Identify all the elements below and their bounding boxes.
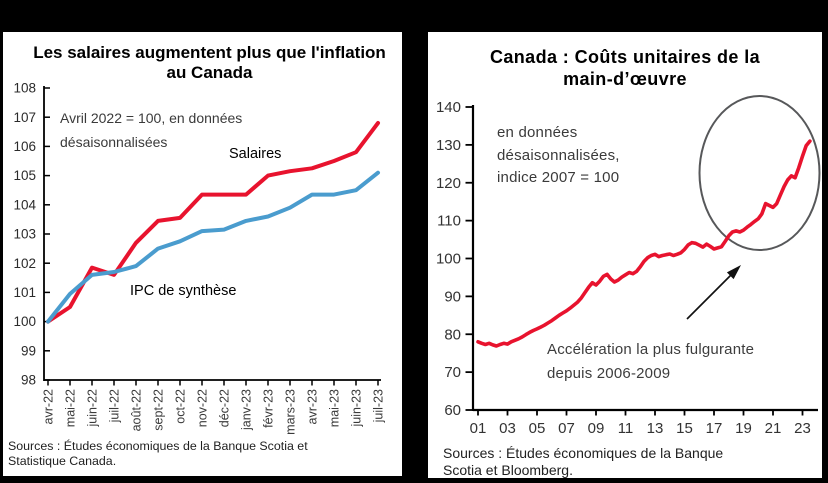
- left-x-tick-label: mai-23: [328, 389, 342, 427]
- left-x-tick-label: juil-23: [372, 389, 386, 423]
- left-y-tick-label: 105: [13, 168, 36, 183]
- left-chart-panel: 98 99 100 101 102 103 104 105 106 107 108 avr-22 mai…: [3, 32, 402, 476]
- left-x-tick-label: sept-22: [152, 389, 166, 431]
- highlight-ellipse: [698, 95, 821, 251]
- salaires-series-label: Salaires: [229, 146, 282, 162]
- left-x-tick-label: avr-23: [306, 389, 320, 424]
- right-chart-sources-line2: Scotia et Bloomberg.: [443, 461, 573, 478]
- right-chart-panel: 60 70 80 90 100 110 120 130 140 01 03 05 07 09 11 13 15 1…: [428, 32, 822, 478]
- left-chart-sources-line1: Sources : Études économiques de la Banqu…: [8, 439, 308, 453]
- right-chart-note: en données désaisonnalisées, indice 2007…: [497, 122, 620, 190]
- unit-labour-costs-line: [476, 139, 812, 348]
- left-y-tick-label: 98: [21, 373, 36, 388]
- left-x-tick-label: avr-22: [42, 389, 56, 424]
- left-x-tick-label: août-22: [130, 389, 144, 431]
- right-axes: 60 70 80 90 100 110 120 130 140 01 03 05 07 09 11 13 15 1…: [436, 99, 818, 437]
- left-chart-title-line2: au Canada: [166, 62, 253, 82]
- left-x-tick-label: mars-23: [284, 389, 298, 435]
- right-chart-title-line1: Canada : Coûts unitaires de la: [489, 47, 761, 67]
- right-x-tick-label: 07: [558, 420, 575, 437]
- right-x-tick-label: 15: [676, 420, 693, 437]
- right-x-tick-label: 09: [588, 420, 605, 437]
- left-x-tick-label: nov-22: [196, 389, 210, 427]
- right-x-tick-label: 03: [499, 420, 516, 437]
- right-x-tick-label: 23: [794, 420, 811, 437]
- left-x-tick-label: oct-22: [174, 389, 188, 424]
- left-y-tick-label: 104: [13, 197, 36, 212]
- right-x-tick-label: 17: [706, 420, 723, 437]
- salaires-line: [46, 121, 380, 324]
- acceleration-annotation-line1: Accélération la plus fulgurante: [547, 341, 755, 358]
- left-x-tick-label: janv-23: [240, 389, 254, 431]
- right-chart-plot: 60 70 80 90 100 110 120 130 140 01 03 05 07 09 11 13 15 1…: [436, 95, 821, 437]
- right-chart-note-line3: indice 2007 = 100: [497, 169, 620, 186]
- left-axes: 98 99 100 101 102 103 104 105 106 107 108 avr-22 mai…: [13, 81, 385, 435]
- right-y-tick-label: 80: [444, 326, 461, 343]
- right-y-tick-label: 120: [436, 175, 461, 192]
- left-x-tick-label: juin-22: [86, 389, 100, 428]
- left-chart-title: Les salaires augmentent plus que l'infla…: [3, 43, 402, 82]
- acceleration-arrow-head: [726, 265, 741, 280]
- left-y-tick-label: 99: [21, 343, 36, 358]
- right-y-tick-label: 90: [444, 288, 461, 305]
- right-y-tick-label: 60: [444, 402, 461, 419]
- acceleration-arrow: [686, 265, 741, 320]
- left-x-tick-label: juil-22: [108, 389, 122, 423]
- left-chart-sources: Sources : Études économiques de la Banqu…: [8, 439, 308, 469]
- left-chart-plot: 98 99 100 101 102 103 104 105 106 107 108 avr-22 mai…: [13, 81, 385, 435]
- right-chart-note-line2: désaisonnalisées,: [497, 146, 620, 164]
- right-y-tick-label: 70: [444, 364, 461, 381]
- left-y-tick-label: 100: [13, 314, 36, 329]
- acceleration-annotation-line2: depuis 2006-2009: [547, 364, 671, 382]
- right-y-tick-label: 140: [436, 99, 461, 116]
- left-y-tick-label: 102: [13, 256, 36, 271]
- right-chart-sources: Sources : Études économiques de la Banqu…: [443, 445, 723, 478]
- right-chart-title-line2: main-d’œuvre: [563, 69, 687, 89]
- left-y-tick-label: 103: [13, 227, 36, 242]
- ipc-series-label: IPC de synthèse: [130, 283, 237, 299]
- left-x-tick-label: mai-22: [64, 389, 78, 427]
- right-y-tick-label: 130: [436, 137, 461, 154]
- left-chart-note-line2: désaisonnalisées: [60, 134, 168, 150]
- left-chart-title-line1: Les salaires augmentent plus que l'infla…: [33, 43, 386, 62]
- right-x-tick-label: 01: [470, 420, 487, 437]
- acceleration-annotation: Accélération la plus fulgurante depuis 2…: [547, 338, 754, 385]
- left-y-tick-label: 106: [13, 139, 36, 154]
- left-y-tick-label: 101: [13, 285, 36, 300]
- left-x-tick-label: juin-23: [350, 389, 364, 428]
- right-x-tick-label: 11: [618, 420, 634, 437]
- right-chart-sources-line1: Sources : Études économiques de la Banqu…: [443, 445, 724, 461]
- left-chart-sources-line2: Statistique Canada.: [8, 454, 117, 468]
- right-x-tick-label: 21: [765, 420, 782, 437]
- left-x-tick-label: févr-23: [262, 389, 276, 428]
- ipc-line: [46, 170, 380, 324]
- left-chart-note-line1: Avril 2022 = 100, en données: [60, 110, 243, 126]
- left-chart-note: Avril 2022 = 100, en données désaisonnal…: [60, 106, 242, 154]
- right-chart-note-line1: en données: [497, 124, 578, 141]
- left-x-tick-label: déc-22: [218, 389, 232, 427]
- right-x-tick-label: 05: [529, 420, 546, 437]
- acceleration-arrow-shaft: [686, 273, 733, 320]
- right-x-tick-label: 13: [647, 420, 664, 437]
- right-y-tick-label: 110: [437, 213, 461, 230]
- left-y-tick-label: 108: [13, 81, 36, 96]
- right-y-tick-label: 100: [436, 251, 461, 268]
- left-y-tick-label: 107: [13, 110, 36, 125]
- right-chart-title: Canada : Coûts unitaires de la main-d’œu…: [428, 46, 822, 90]
- right-x-tick-label: 19: [735, 420, 752, 437]
